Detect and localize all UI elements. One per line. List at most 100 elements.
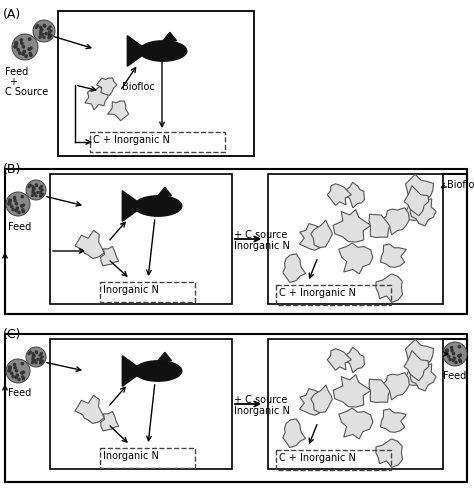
Circle shape: [50, 36, 52, 38]
Polygon shape: [134, 196, 182, 217]
Polygon shape: [311, 385, 332, 413]
Text: Feed: Feed: [8, 387, 31, 397]
Circle shape: [35, 362, 37, 364]
Circle shape: [41, 29, 43, 31]
Circle shape: [50, 31, 52, 33]
Circle shape: [28, 49, 30, 51]
Circle shape: [6, 359, 30, 383]
Circle shape: [8, 370, 10, 372]
Circle shape: [16, 203, 18, 205]
Circle shape: [458, 355, 460, 357]
Circle shape: [13, 364, 16, 366]
Circle shape: [40, 196, 41, 198]
Text: Inorganic N: Inorganic N: [234, 241, 290, 250]
Circle shape: [42, 194, 43, 196]
Polygon shape: [405, 340, 434, 369]
Polygon shape: [283, 254, 306, 283]
Bar: [276, 285, 391, 305]
Text: +: +: [9, 77, 17, 87]
Polygon shape: [333, 375, 371, 407]
Polygon shape: [311, 221, 332, 248]
Circle shape: [28, 353, 30, 355]
Circle shape: [15, 42, 18, 45]
Polygon shape: [381, 244, 406, 268]
Circle shape: [14, 367, 16, 369]
Bar: [50, 339, 232, 469]
Circle shape: [446, 353, 448, 355]
Bar: [276, 450, 391, 470]
Circle shape: [48, 33, 50, 35]
Circle shape: [36, 351, 37, 353]
Circle shape: [22, 376, 24, 378]
Circle shape: [9, 366, 11, 368]
Circle shape: [22, 378, 25, 380]
Polygon shape: [342, 347, 365, 373]
Text: Inorganic N: Inorganic N: [234, 405, 290, 415]
Circle shape: [41, 186, 42, 188]
Bar: [50, 175, 232, 305]
Circle shape: [40, 360, 42, 362]
Bar: [90, 133, 225, 153]
Circle shape: [35, 27, 37, 29]
Polygon shape: [163, 33, 177, 41]
Bar: [100, 448, 195, 468]
Circle shape: [9, 367, 11, 369]
Circle shape: [15, 44, 18, 46]
Polygon shape: [97, 79, 117, 96]
Circle shape: [41, 356, 43, 358]
Circle shape: [9, 201, 11, 203]
Circle shape: [40, 195, 42, 197]
Circle shape: [40, 193, 42, 195]
Circle shape: [21, 372, 23, 374]
Circle shape: [15, 43, 18, 45]
Circle shape: [21, 372, 23, 374]
Circle shape: [458, 355, 460, 357]
Circle shape: [40, 191, 42, 193]
Circle shape: [43, 37, 45, 39]
Circle shape: [22, 371, 25, 373]
Polygon shape: [75, 231, 104, 259]
Circle shape: [15, 46, 17, 49]
Circle shape: [32, 362, 33, 364]
Polygon shape: [410, 200, 436, 226]
Circle shape: [9, 367, 11, 370]
Circle shape: [41, 35, 44, 37]
Circle shape: [451, 350, 453, 352]
Polygon shape: [158, 188, 172, 196]
Circle shape: [30, 48, 32, 50]
Circle shape: [449, 359, 451, 361]
Circle shape: [39, 27, 42, 29]
Circle shape: [22, 54, 24, 56]
Circle shape: [37, 192, 39, 194]
Polygon shape: [300, 224, 327, 251]
Circle shape: [40, 363, 41, 364]
Text: Feed: Feed: [8, 222, 31, 231]
Circle shape: [22, 209, 24, 212]
Circle shape: [13, 197, 16, 199]
Circle shape: [34, 193, 36, 195]
Circle shape: [459, 361, 462, 363]
Polygon shape: [283, 419, 306, 447]
Circle shape: [18, 379, 20, 381]
Circle shape: [12, 35, 38, 61]
Circle shape: [40, 34, 42, 36]
Bar: [100, 283, 195, 303]
Circle shape: [28, 39, 31, 41]
Circle shape: [45, 34, 47, 36]
Circle shape: [48, 35, 50, 37]
Polygon shape: [405, 175, 434, 205]
Circle shape: [455, 362, 457, 364]
Circle shape: [40, 358, 42, 360]
Circle shape: [9, 203, 11, 205]
Bar: [58, 12, 254, 157]
Circle shape: [9, 200, 11, 202]
Circle shape: [21, 196, 23, 198]
Circle shape: [14, 46, 16, 49]
Polygon shape: [139, 42, 187, 62]
Bar: [268, 175, 443, 305]
Text: Inorganic N: Inorganic N: [103, 450, 159, 460]
Circle shape: [32, 356, 34, 358]
Circle shape: [8, 203, 10, 205]
Bar: [5, 170, 467, 314]
Text: Feed: Feed: [443, 370, 466, 380]
